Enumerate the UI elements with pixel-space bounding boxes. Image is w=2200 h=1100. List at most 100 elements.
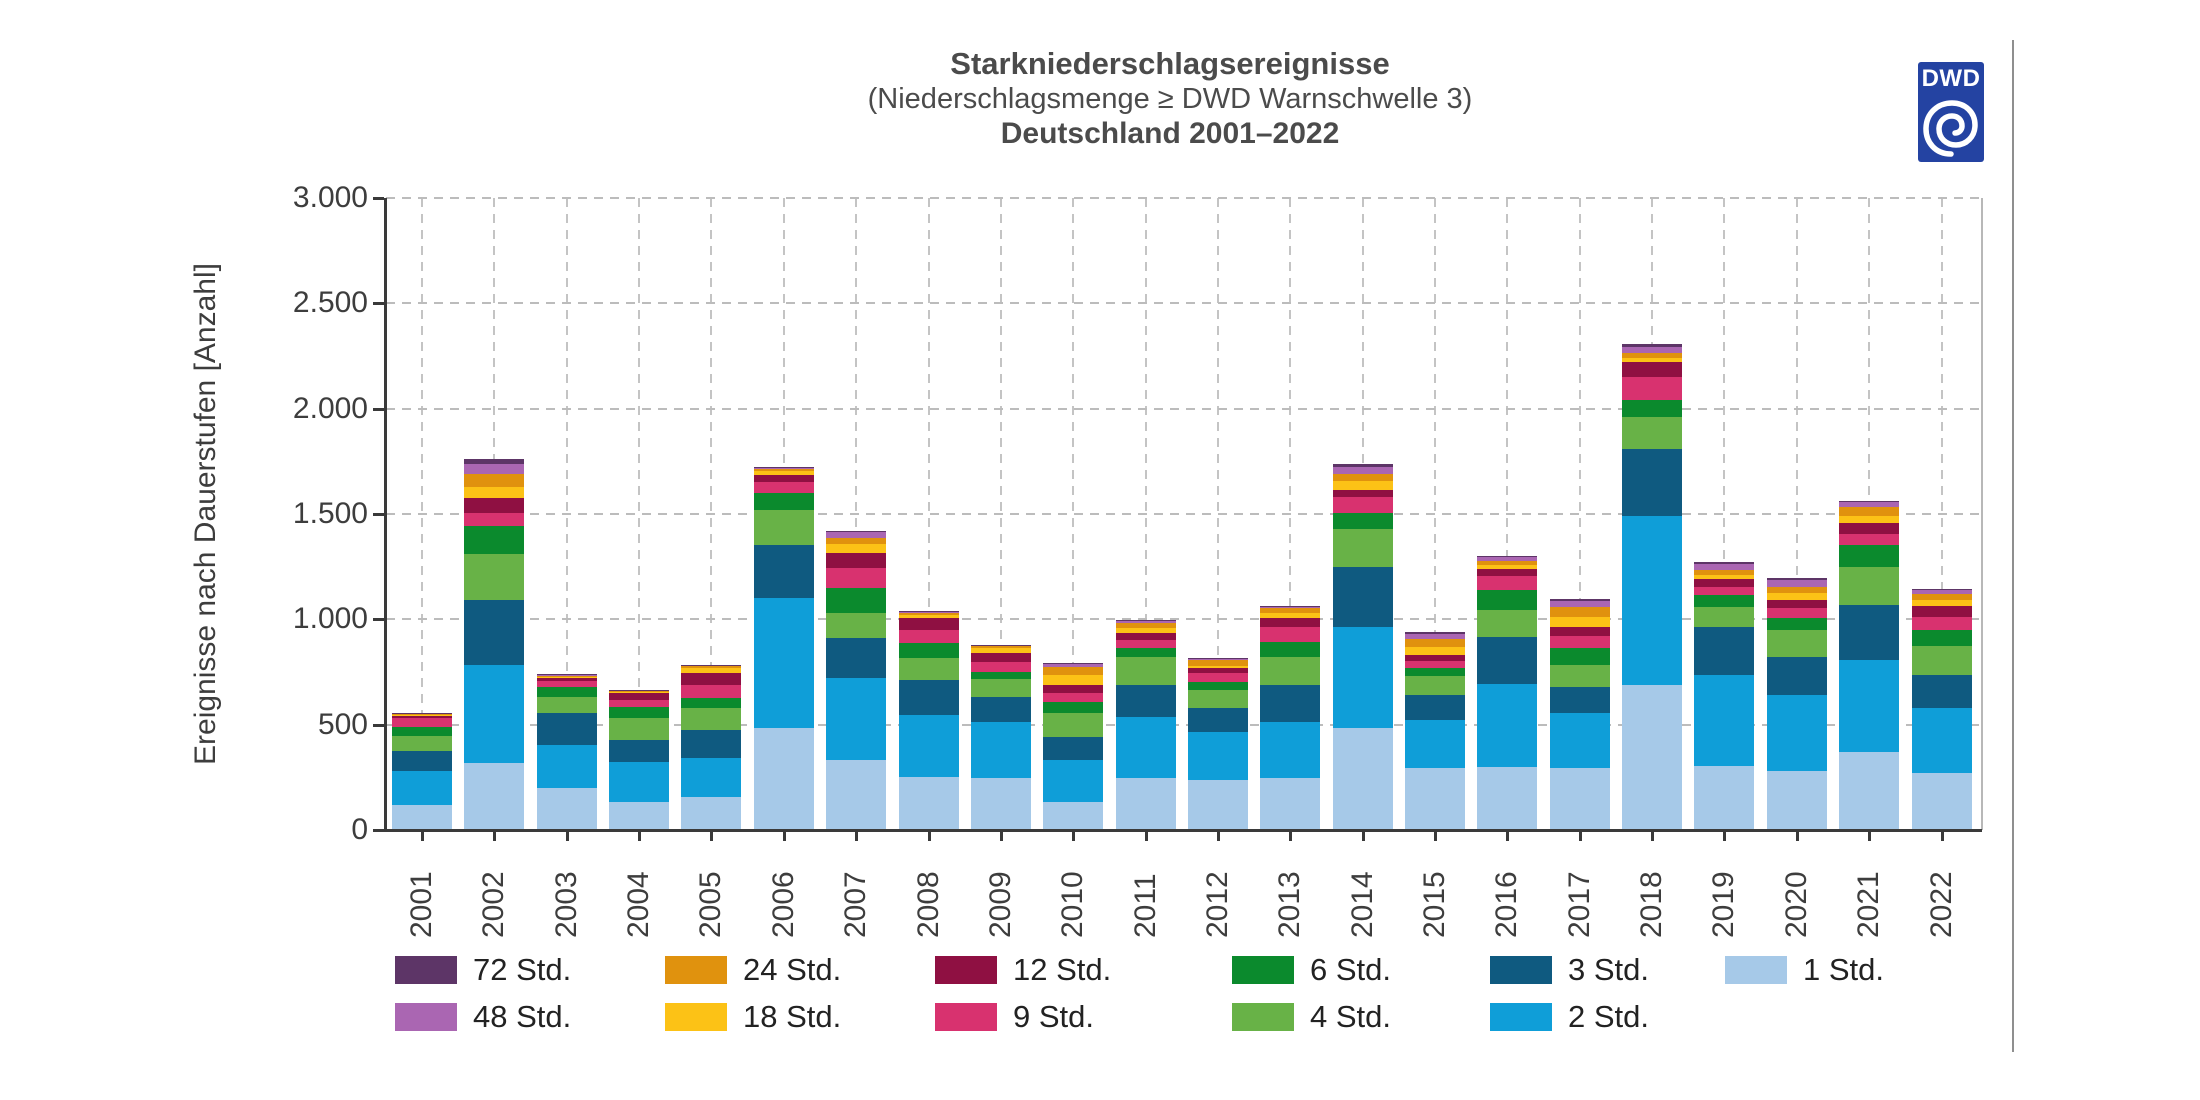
- x-tick-label-2017: 2017: [1562, 871, 1596, 938]
- legend-swatch-9std: [935, 1003, 997, 1031]
- bar-2002-segment-1std: [464, 763, 525, 830]
- bar-2007-segment-3std: [826, 638, 887, 679]
- bar-2017-segment-18std: [1549, 616, 1610, 627]
- bar-2009-segment-2std: [970, 721, 1031, 779]
- legend-label-72std: 72 Std.: [473, 952, 572, 987]
- bar-2012-segment-4std: [1187, 689, 1248, 709]
- bar-2016-segment-12std: [1477, 569, 1538, 576]
- chart-subtitle: (Niederschlagsmenge ≥ DWD Warnschwelle 3…: [867, 83, 1473, 115]
- legend-swatch-6std: [1232, 956, 1294, 984]
- bar-2015-segment-2std: [1405, 720, 1466, 768]
- bar-2002-segment-24std: [464, 473, 525, 488]
- legend-swatch-72std: [395, 956, 457, 984]
- x-tick-2013: [1289, 831, 1293, 841]
- bar-2009-segment-6std: [970, 671, 1031, 680]
- bar-2006-segment-12std: [753, 475, 814, 482]
- x-tick-label-2012: 2012: [1200, 871, 1234, 938]
- x-tick-label-2013: 2013: [1273, 871, 1307, 938]
- bar-2001-segment-18std: [392, 714, 452, 716]
- bar-2019-segment-12std: [1694, 579, 1755, 587]
- bar-2001-segment-1std: [392, 804, 452, 830]
- bar-2008-segment-2std: [898, 714, 959, 777]
- bar-2017-segment-9std: [1549, 635, 1610, 649]
- x-tick-2007: [855, 831, 859, 841]
- bar-2007-segment-6std: [826, 588, 887, 614]
- x-tick-2012: [1216, 831, 1220, 841]
- gridline-1000: [386, 618, 1982, 621]
- bar-2004-segment-2std: [609, 761, 670, 802]
- bar-2014-segment-6std: [1332, 512, 1393, 529]
- bar-2020-segment-48std: [1766, 579, 1827, 587]
- bar-2015-segment-1std: [1405, 767, 1466, 830]
- bar-2017-segment-3std: [1549, 686, 1610, 714]
- bar-2003-segment-9std: [536, 681, 597, 687]
- bar-2022-segment-48std: [1911, 589, 1972, 595]
- bar-2008-segment-12std: [898, 618, 959, 631]
- bar-2015-segment-24std: [1405, 639, 1466, 648]
- x-tick-label-2003: 2003: [549, 871, 583, 938]
- bar-2002-segment-6std: [464, 526, 525, 555]
- bar-2007-segment-2std: [826, 678, 887, 761]
- bar-2010-segment-18std: [1043, 674, 1104, 686]
- bar-2010-segment-2std: [1043, 760, 1104, 802]
- x-tick-label-2015: 2015: [1418, 871, 1452, 938]
- x-tick-2006: [782, 831, 786, 841]
- bar-2003-segment-4std: [536, 696, 597, 714]
- bar-2016-segment-3std: [1477, 636, 1538, 684]
- bar-2002-segment-3std: [464, 599, 525, 666]
- bar-2013-segment-72std: [1260, 605, 1321, 607]
- bar-2016-segment-6std: [1477, 590, 1538, 611]
- bar-2007-segment-9std: [826, 568, 887, 589]
- legend-label-9std: 9 Std.: [1013, 999, 1094, 1034]
- bar-2022-segment-72std: [1911, 588, 1972, 590]
- bar-2003-segment-2std: [536, 744, 597, 789]
- bar-2006-segment-4std: [753, 509, 814, 545]
- bar-2022-segment-4std: [1911, 645, 1972, 676]
- x-tick-label-2002: 2002: [477, 871, 511, 938]
- x-tick-2019: [1723, 831, 1727, 841]
- bar-2019-segment-4std: [1694, 606, 1755, 627]
- bar-2005-segment-9std: [681, 685, 742, 699]
- bar-2011-segment-6std: [1115, 648, 1176, 657]
- bar-2014-segment-4std: [1332, 528, 1393, 567]
- bar-2014-segment-9std: [1332, 497, 1393, 513]
- bar-2020-segment-72std: [1766, 578, 1827, 580]
- x-tick-2002: [493, 831, 497, 841]
- bar-2012-segment-1std: [1187, 780, 1248, 830]
- bar-2004-segment-48std: [609, 690, 670, 691]
- legend-label-1std: 1 Std.: [1803, 952, 1884, 987]
- bar-2015-segment-4std: [1405, 676, 1466, 696]
- bar-2005-segment-2std: [681, 758, 742, 797]
- bar-2008-segment-1std: [898, 776, 959, 830]
- bar-2014-segment-1std: [1332, 727, 1393, 830]
- bar-2021-segment-12std: [1839, 523, 1900, 534]
- bar-2004-segment-12std: [609, 693, 670, 700]
- legend-label-12std: 12 Std.: [1013, 952, 1112, 987]
- bar-2022-segment-9std: [1911, 616, 1972, 630]
- bar-2006-segment-3std: [753, 544, 814, 599]
- bar-2018-segment-12std: [1622, 362, 1683, 378]
- legend-swatch-3std: [1490, 956, 1552, 984]
- y-tick-1000: [373, 618, 384, 622]
- x-tick-label-2016: 2016: [1490, 871, 1524, 938]
- legend-swatch-12std: [935, 956, 997, 984]
- bar-2001-segment-12std: [392, 715, 452, 719]
- bar-2010-segment-4std: [1043, 713, 1104, 737]
- bar-2005-segment-48std: [681, 665, 742, 667]
- x-tick-label-2018: 2018: [1635, 871, 1669, 938]
- chart-region-period: Deutschland 2001–2022: [1000, 117, 1340, 150]
- bar-2020-segment-24std: [1766, 586, 1827, 593]
- y-axis-line: [384, 198, 387, 832]
- bar-2007-segment-18std: [826, 544, 887, 554]
- bar-2011-segment-1std: [1115, 778, 1176, 830]
- bar-2021-segment-18std: [1839, 515, 1900, 524]
- bar-2013-segment-4std: [1260, 657, 1321, 686]
- bar-2006-segment-48std: [753, 467, 814, 469]
- legend-swatch-4std: [1232, 1003, 1294, 1031]
- bar-2017-segment-24std: [1549, 606, 1610, 617]
- x-tick-2010: [1072, 831, 1076, 841]
- bar-2004-segment-18std: [609, 692, 670, 694]
- bar-2001-segment-3std: [392, 750, 452, 772]
- bar-2021-segment-24std: [1839, 507, 1900, 516]
